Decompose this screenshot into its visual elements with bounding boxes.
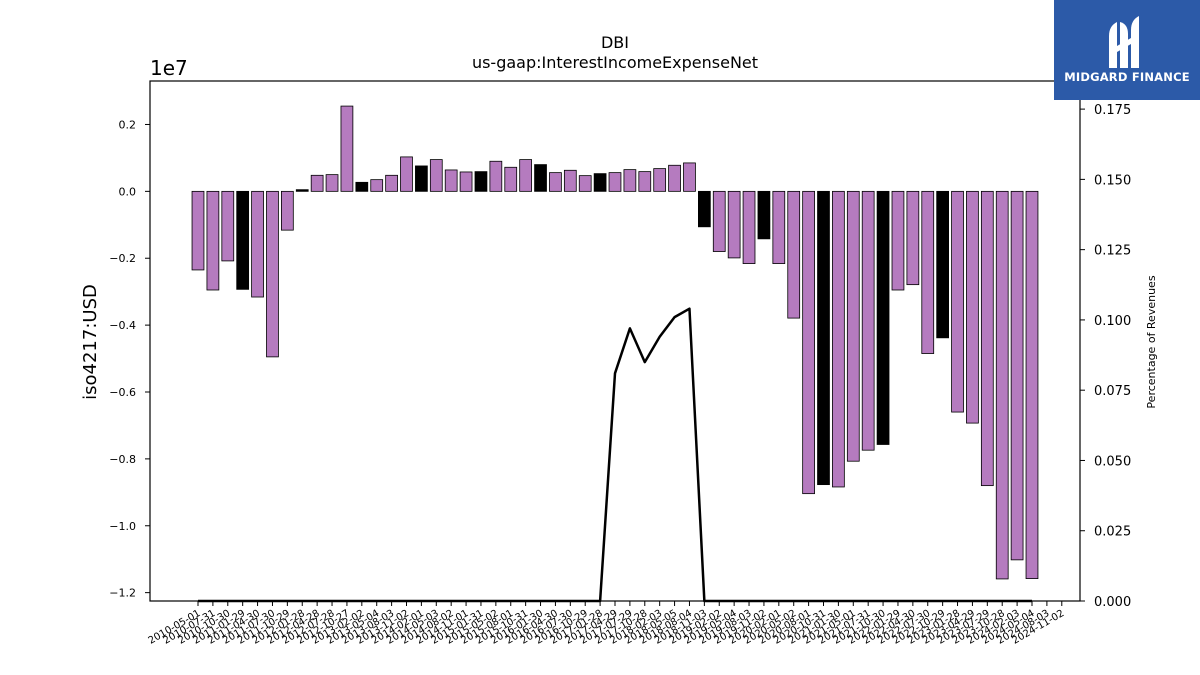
bar-2013-08-03 [385,174,398,192]
bar-2011-01-29 [236,190,250,290]
y2-axis-label: Percentage of Revenues [1145,275,1158,408]
bar-2019-05-04 [727,190,741,259]
bar-2019-02-02 [712,190,726,252]
bar-2016-04-30 [549,172,562,192]
bar-2023-10-28 [995,190,1009,580]
bar-2024-02-03 [1010,190,1024,561]
midgard-logo-icon [1109,16,1139,68]
bar-2017-04-29 [608,172,622,192]
bar-2017-10-28 [638,171,652,192]
bar-2018-08-04 [683,162,696,192]
bar-2017-01-28 [593,173,607,192]
bar-2018-02-03 [653,168,667,192]
bar-2014-08-02 [444,169,458,192]
y2-tick-label: 0.050 [1094,454,1131,469]
y2-tick-label: 0.175 [1094,103,1131,118]
bar-2010-05-01 [191,190,205,271]
bar-2020-10-31 [817,190,830,486]
bar-2024-05-04 [1025,190,1039,579]
bar-2022-01-29 [891,190,905,291]
bar-2023-07-29 [980,190,994,487]
x-axis: 2010-05-012010-07-312010-10-302011-01-29… [147,601,1066,647]
y-tick-label: −0.4 [109,319,136,332]
bar-2016-10-29 [578,175,592,192]
y2-tick-label: 0.075 [1094,384,1131,399]
bar-2012-07-28 [325,174,339,192]
bar-2011-04-30 [251,190,264,298]
y-tick-label: 0.0 [119,185,137,198]
y-tick-label: 0.2 [119,118,137,131]
chart-title: DBI [601,33,629,52]
percentage-of-revenues-line [198,307,1032,603]
bar-2012-10-27 [340,105,354,192]
plot-frame [149,80,1081,602]
y2-tick-label: 0.125 [1094,244,1131,259]
bar-2013-02-02 [355,181,369,192]
bar-2018-05-05 [668,164,681,192]
y-tick-label: −1.2 [109,587,136,600]
bar-2020-08-01 [802,190,815,495]
bar-2016-01-30 [534,164,547,192]
bar-2015-01-31 [474,171,488,192]
bar-2021-05-01 [846,190,860,462]
bar-2020-02-01 [772,190,786,264]
bar-2016-07-30 [563,169,577,192]
bar-2012-01-28 [295,189,309,192]
y-tick-label: −1.0 [109,520,136,533]
y2-axis: 0.000 0.025 0.050 0.075 0.100 0.125 0.150 0.175 [1080,103,1131,610]
bar-2022-10-29 [936,190,950,339]
midgard-finance-logo: MIDGARD FINANCE [1054,0,1200,100]
y2-tick-label: 0.150 [1094,173,1131,188]
y-axis-label: iso4217:USD [80,284,101,400]
bar-2022-07-30 [921,190,935,354]
y-axis: −1.2 −1.0 −0.8 −0.6 −0.4 −0.2 0.0 0.2 [109,118,150,600]
bar-2022-04-30 [906,190,920,286]
bar-2023-04-29 [966,190,979,424]
bar-2010-10-30 [221,190,235,262]
bar-2014-11-01 [459,171,473,192]
bar-2017-07-29 [623,169,637,192]
bar-2013-05-04 [370,179,384,192]
bar-2015-10-31 [519,159,533,192]
bar-2013-11-02 [400,156,413,192]
bar-2015-05-02 [489,160,503,192]
y-axis-offset-label: 1e7 [150,56,188,80]
bar-2019-08-03 [742,190,756,264]
y-tick-label: −0.6 [109,386,136,399]
bar-2014-05-03 [429,159,443,192]
chart-subtitle: us-gaap:InterestIncomeExpenseNet [472,53,758,72]
y2-tick-label: 0.000 [1094,595,1131,610]
y2-tick-label: 0.100 [1094,314,1131,329]
bar-2012-04-28 [310,174,324,192]
bar-series [191,105,1039,580]
bar-2014-02-01 [415,165,428,192]
logo-text: MIDGARD FINANCE [1064,70,1190,84]
bar-2011-07-30 [266,190,279,358]
bar-2021-01-30 [832,190,845,488]
y-tick-label: −0.2 [109,252,136,265]
bar-2021-10-30 [876,190,890,445]
bar-2021-07-31 [861,190,875,451]
bar-2020-05-02 [787,190,801,319]
bar-2010-07-31 [206,190,220,291]
bar-2019-11-02 [757,190,771,240]
bar-2015-08-01 [504,166,518,192]
bar-2023-01-28 [951,190,964,413]
y2-tick-label: 0.025 [1094,525,1131,540]
y-tick-label: −0.8 [109,453,136,466]
bar-2018-11-03 [698,190,711,228]
bar-2011-10-29 [280,190,294,231]
